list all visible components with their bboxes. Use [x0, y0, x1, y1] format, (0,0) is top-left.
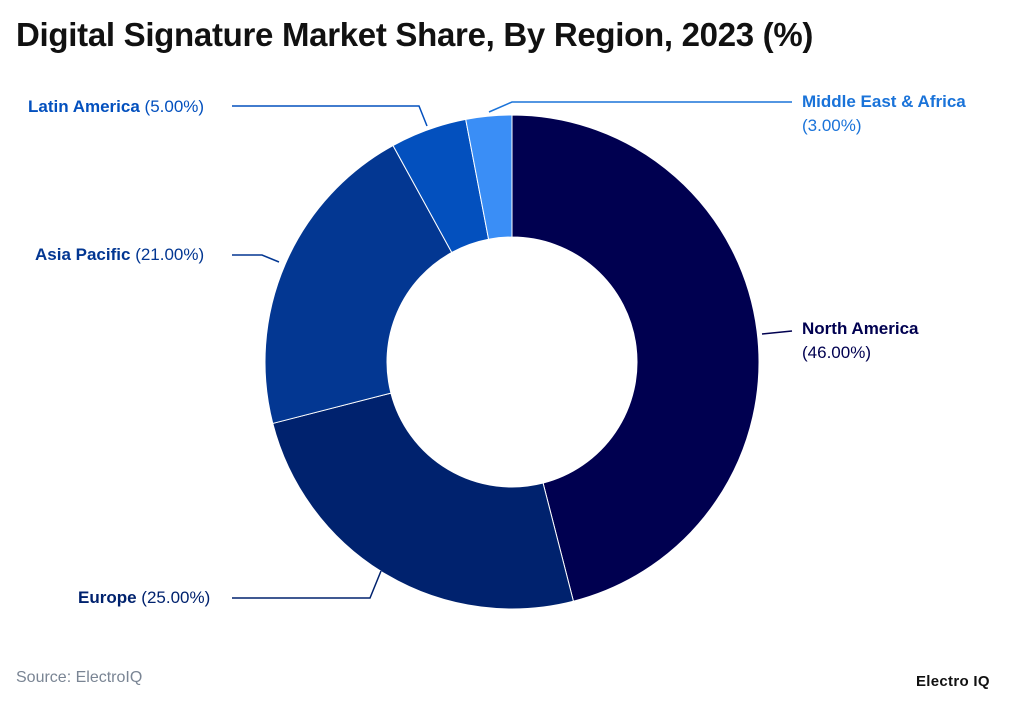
label-value: (5.00%): [144, 97, 205, 116]
leader-north-america: [761, 330, 793, 335]
label-name: Europe: [78, 588, 137, 607]
slice-north-america: [511, 114, 760, 602]
label-asia-pacific: Asia Pacific (21.00%): [35, 243, 204, 267]
label-value: (46.00%): [802, 343, 871, 362]
leader-latin-america: [232, 105, 428, 127]
leader-asia-pacific: [232, 254, 280, 263]
brand-logo: Electro IQ: [916, 673, 990, 690]
label-value: (3.00%): [802, 116, 862, 135]
label-name: North America: [802, 319, 919, 338]
label-name: Asia Pacific: [35, 245, 131, 264]
label-latin-america: Latin America (5.00%): [28, 95, 204, 119]
label-north-america: North America (46.00%): [802, 317, 919, 365]
label-europe: Europe (25.00%): [78, 586, 210, 610]
source-note: Source: ElectroIQ: [16, 669, 143, 686]
leader-europe: [232, 570, 382, 599]
label-name: Latin America: [28, 97, 140, 116]
slice-asia-pacific: [264, 144, 453, 425]
chart-title: Digital Signature Market Share, By Regio…: [16, 16, 814, 53]
label-middle-east-africa: Middle East & Africa (3.00%): [802, 90, 966, 138]
label-value: (25.00%): [141, 588, 211, 607]
slice-middle-east-africa: [465, 114, 513, 240]
slice-europe: [272, 392, 575, 610]
leader-middle-east-africa: [488, 101, 792, 113]
label-value: (21.00%): [135, 245, 205, 264]
label-name: Middle East & Africa: [802, 92, 966, 111]
